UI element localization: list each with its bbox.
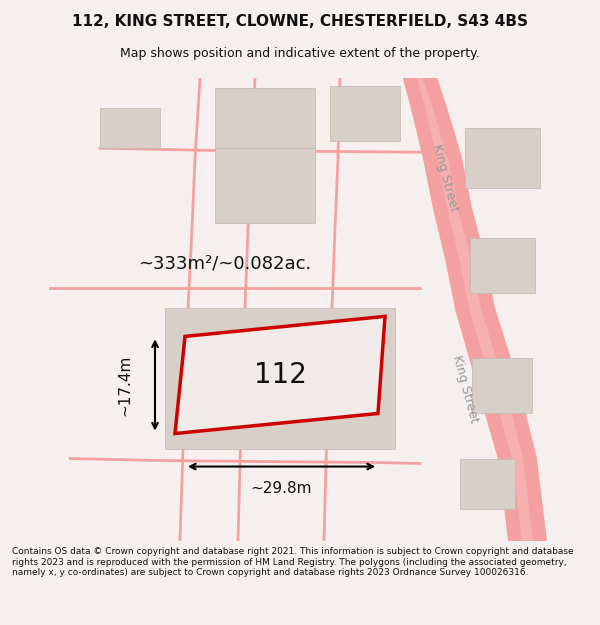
Text: ~17.4m: ~17.4m	[118, 354, 133, 416]
Text: 112, KING STREET, CLOWNE, CHESTERFIELD, S43 4BS: 112, KING STREET, CLOWNE, CHESTERFIELD, …	[72, 14, 528, 29]
Bar	[330, 86, 400, 141]
Bar	[215, 148, 315, 223]
Polygon shape	[175, 316, 385, 434]
Text: ~333m²/~0.082ac.: ~333m²/~0.082ac.	[139, 254, 311, 272]
Polygon shape	[410, 78, 540, 541]
Text: Contains OS data © Crown copyright and database right 2021. This information is : Contains OS data © Crown copyright and d…	[12, 548, 574, 577]
Text: Map shows position and indicative extent of the property.: Map shows position and indicative extent…	[120, 48, 480, 61]
Bar	[460, 459, 515, 509]
Bar	[472, 358, 532, 414]
Bar	[470, 238, 535, 293]
Text: 112: 112	[254, 361, 307, 389]
Text: King Street: King Street	[430, 143, 460, 214]
Text: ~29.8m: ~29.8m	[251, 481, 312, 496]
Bar	[215, 88, 315, 148]
Bar	[165, 308, 395, 449]
Bar	[465, 128, 540, 188]
Text: King Street: King Street	[450, 353, 480, 424]
Bar	[100, 108, 160, 148]
